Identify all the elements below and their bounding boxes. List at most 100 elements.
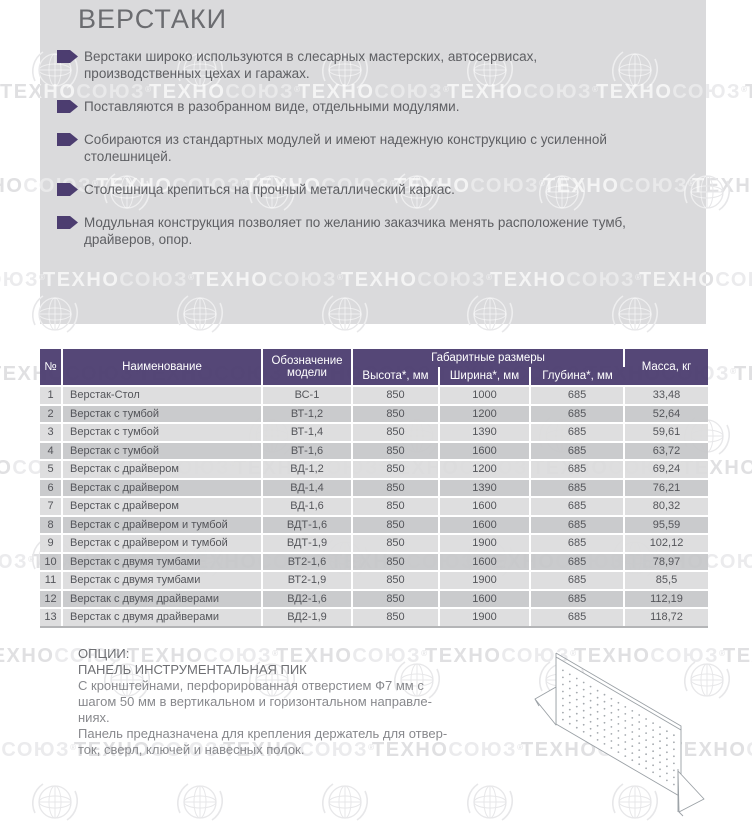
globe-icon <box>466 295 514 324</box>
cell-num: 8 <box>40 515 63 535</box>
cell-height: 850 <box>352 552 440 572</box>
col-header-model: Обозначение модели <box>262 349 353 387</box>
cell-name: Верстак с тумбой <box>62 404 263 424</box>
cell-model: ВТ-1,4 <box>262 423 353 443</box>
cell-height: 850 <box>352 515 440 535</box>
cell-model: ВДТ-1,9 <box>262 534 353 554</box>
cell-mass: 85,5 <box>624 571 709 591</box>
cell-width: 1000 <box>439 386 531 406</box>
col-header-name: Наименование <box>62 349 263 387</box>
cell-mass: 112,19 <box>624 589 709 609</box>
col-header-num: № <box>40 349 63 387</box>
list-item: Модульная конструкция позволяет по желан… <box>57 214 680 248</box>
cell-depth: 685 <box>530 515 626 535</box>
arrow-bullet-icon <box>57 50 78 63</box>
cell-height: 850 <box>352 404 440 424</box>
options-section: ОПЦИИ: ПАНЕЛЬ ИНСТРУМЕНТАЛЬНАЯ ПИК С кро… <box>78 646 496 758</box>
cell-mass: 52,64 <box>624 404 709 424</box>
cell-mass: 95,59 <box>624 515 709 535</box>
col-header-dims-group: Габаритные размеры <box>352 349 626 367</box>
intro-panel: ТЕХНОСОЮЗ®ТЕХНОСОЮЗ®ТЕХНОСОЮЗ®ТЕХНОСОЮЗ®… <box>40 0 706 324</box>
cell-mass: 76,21 <box>624 478 709 498</box>
cell-height: 850 <box>352 589 440 609</box>
cell-height: 850 <box>352 497 440 517</box>
cell-width: 1600 <box>439 441 531 461</box>
cell-width: 1390 <box>439 478 531 498</box>
cell-depth: 685 <box>530 552 626 572</box>
cell-depth: 685 <box>530 460 626 480</box>
table-row: 6 Верстак с драйвером ВД-1,4 850 1390 685 76,2… <box>40 478 709 498</box>
cell-num: 11 <box>40 571 63 591</box>
table-row: 4 Верстак с тумбой ВТ-1,6 850 1600 685 63,72 <box>40 441 709 461</box>
cell-num: 1 <box>40 386 63 406</box>
table-row: 9 Верстак с драйвером и тумбой ВДТ-1,9 850 1… <box>40 534 709 554</box>
col-header-height: Высота*, мм <box>352 367 440 387</box>
table-row: 10 Верстак с двумя тумбами ВТ2-1,6 850 1600 6… <box>40 552 709 572</box>
cell-width: 1600 <box>439 552 531 572</box>
cell-depth: 685 <box>530 571 626 591</box>
cell-num: 7 <box>40 497 63 517</box>
cell-mass: 69,24 <box>624 460 709 480</box>
cell-height: 850 <box>352 608 440 628</box>
options-product-title: ПАНЕЛЬ ИНСТРУМЕНТАЛЬНАЯ ПИК <box>78 662 307 677</box>
cell-model: ВДТ-1,6 <box>262 515 353 535</box>
cell-model: ВТ2-1,9 <box>262 571 353 591</box>
cell-height: 850 <box>352 571 440 591</box>
list-item: Поставляются в разобранном виде, отдельн… <box>57 98 680 115</box>
cell-width: 1200 <box>439 460 531 480</box>
cell-num: 9 <box>40 534 63 554</box>
cell-depth: 685 <box>530 608 626 628</box>
cell-model: ВД-1,6 <box>262 497 353 517</box>
table-row: 3 Верстак с тумбой ВТ-1,4 850 1390 685 59,61 <box>40 423 709 443</box>
cell-depth: 685 <box>530 386 626 406</box>
cell-width: 1200 <box>439 404 531 424</box>
watermark-text: ТЕХНОСОЮЗ®ТЕХНОСОЮЗ®ТЕХНОСОЮЗ®ТЕХНОСОЮЗ®… <box>40 81 706 103</box>
table-row: 11 Верстак с двумя тумбами ВТ2-1,9 850 1900 6… <box>40 571 709 591</box>
cell-width: 1900 <box>439 608 531 628</box>
globe-icon <box>40 51 79 89</box>
watermark-layer-panel: ТЕХНОСОЮЗ®ТЕХНОСОЮЗ®ТЕХНОСОЮЗ®ТЕХНОСОЮЗ®… <box>40 0 706 324</box>
cell-name: Верстак с драйвером и тумбой <box>62 515 263 535</box>
cell-num: 3 <box>40 423 63 443</box>
list-item: Столешница крепиться на прочный металлич… <box>57 181 680 198</box>
cell-num: 13 <box>40 608 63 628</box>
cell-mass: 59,61 <box>624 423 709 443</box>
arrow-bullet-icon <box>57 133 78 146</box>
globe-icon <box>466 51 514 89</box>
cell-depth: 685 <box>530 534 626 554</box>
cell-width: 1900 <box>439 571 531 591</box>
table-row: 12 Верстак с двумя драйверами ВД2-1,6 850 16… <box>40 589 709 609</box>
tool-panel-drawing <box>533 640 718 822</box>
cell-name: Верстак с двумя тумбами <box>62 552 263 572</box>
watermark-text: ТЕХНОСОЮЗ®ТЕХНОСОЮЗ®ТЕХНОСОЮЗ®ТЕХНОСОЮЗ®… <box>40 269 706 291</box>
bullet-text: Столешница крепиться на прочный металлич… <box>84 182 455 197</box>
cell-depth: 685 <box>530 589 626 609</box>
cell-mass: 80,32 <box>624 497 709 517</box>
globe-icon <box>683 173 706 209</box>
cell-height: 850 <box>352 441 440 461</box>
cell-name: Верстак-Стол <box>62 386 263 406</box>
cell-name: Верстак с драйвером <box>62 460 263 480</box>
cell-height: 850 <box>352 534 440 554</box>
arrow-bullet-icon <box>57 100 78 113</box>
cell-width: 1600 <box>439 497 531 517</box>
cell-model: ВД-1,4 <box>262 478 353 498</box>
options-description: С кронштейнами, перфорированная отверсти… <box>78 678 448 757</box>
cell-model: ВТ-1,6 <box>262 441 353 461</box>
bullet-list: Верстаки широко используются в слесарных… <box>57 48 680 264</box>
list-item: Собираются из стандартных модулей и имею… <box>57 131 680 165</box>
table-row: 13 Верстак с двумя драйверами ВД2-1,9 850 19… <box>40 608 709 628</box>
cell-height: 850 <box>352 478 440 498</box>
cell-num: 12 <box>40 589 63 609</box>
cell-mass: 33,48 <box>624 386 709 406</box>
arrow-bullet-icon <box>57 216 78 229</box>
cell-model: ВТ-1,2 <box>262 404 353 424</box>
cell-model: ВТ2-1,6 <box>262 552 353 572</box>
globe-icon <box>176 783 224 821</box>
globe-icon <box>393 173 441 211</box>
cell-name: Верстак с тумбой <box>62 423 263 443</box>
globe-icon <box>248 173 296 211</box>
globe-icon <box>611 51 659 89</box>
cell-depth: 685 <box>530 404 626 424</box>
